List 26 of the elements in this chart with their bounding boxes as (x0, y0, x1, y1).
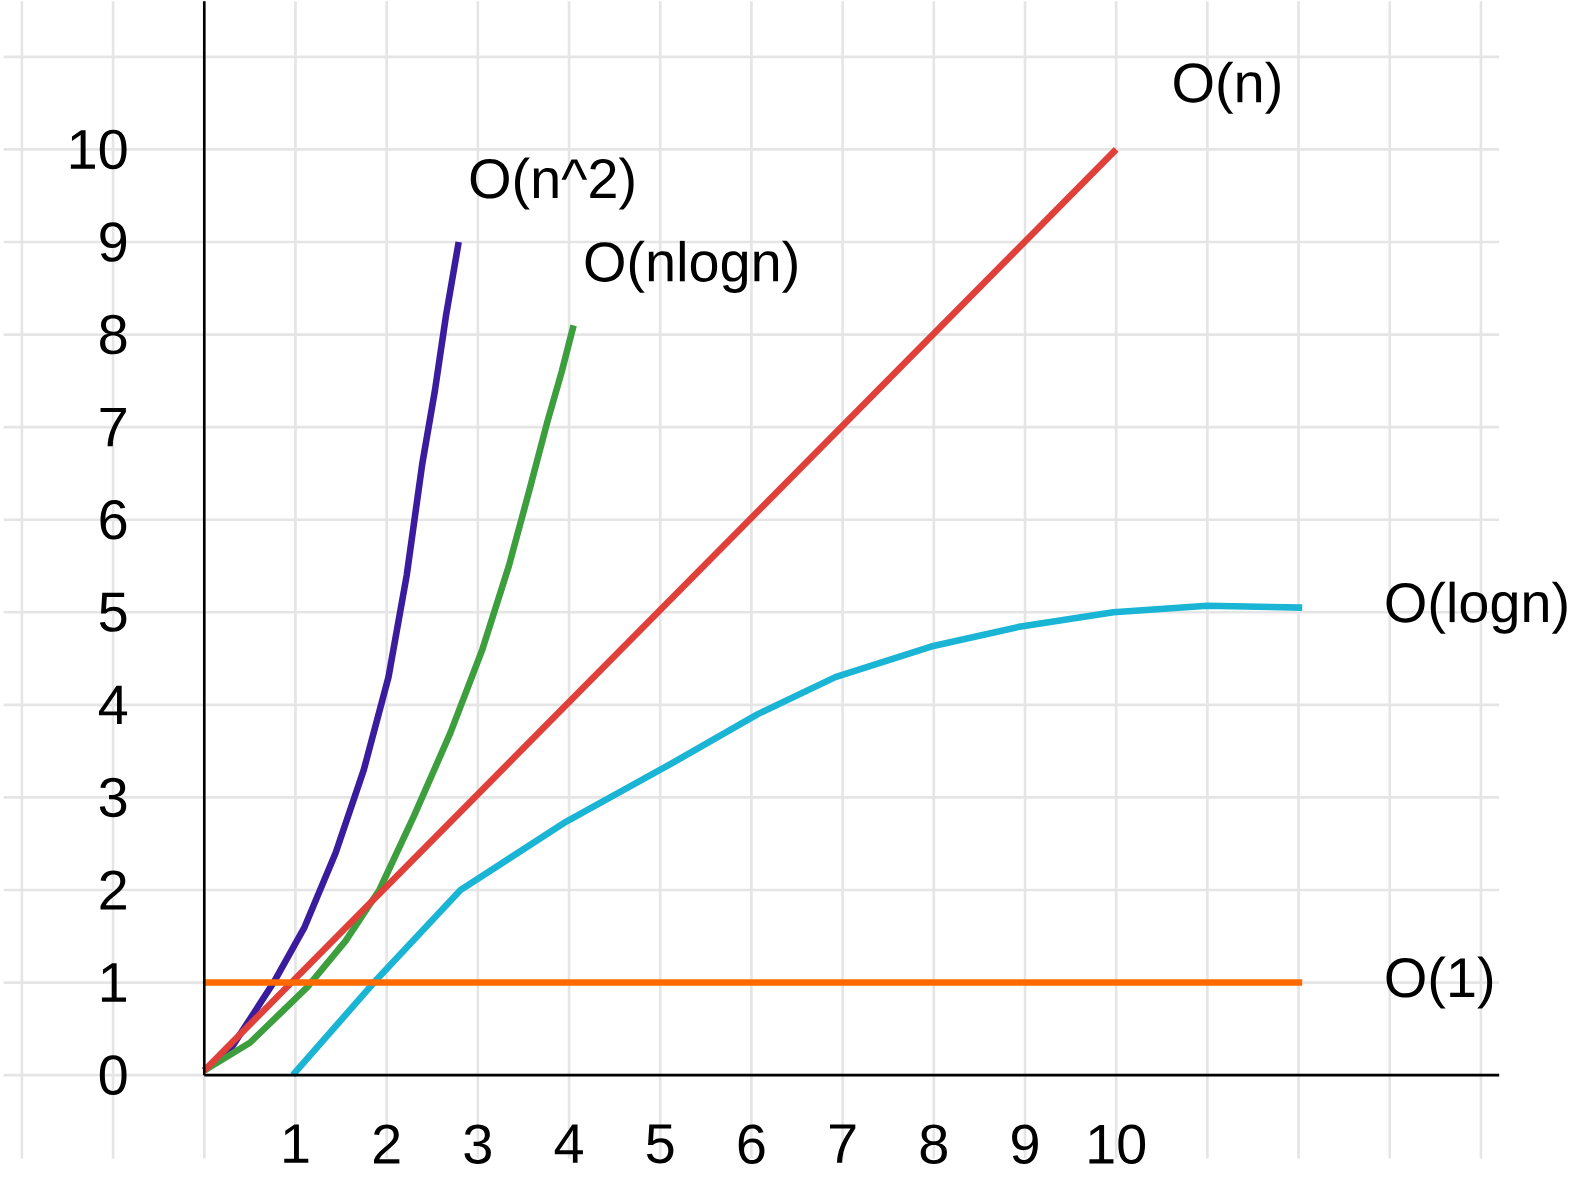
series-label: O(nlogn) (585, 240, 797, 293)
y-tick-label: 7 (100, 407, 126, 447)
x-tick-label: 3 (464, 1124, 491, 1165)
x-tick-label: 6 (738, 1124, 765, 1165)
y-tick-label: 1 (101, 963, 126, 1002)
y-tick-label: 2 (100, 870, 126, 910)
y-tick-label: 6 (100, 500, 127, 540)
y-tick-label: 9 (100, 222, 127, 262)
x-tick-label: 7 (829, 1124, 856, 1163)
y-tick-label: 0 (99, 1055, 127, 1095)
series-label: O(n^2) (470, 157, 634, 210)
x-tick-label: 8 (920, 1124, 947, 1165)
x-tick-label: 2 (373, 1124, 400, 1164)
y-tick-label: 8 (100, 314, 127, 355)
x-tick-label: 9 (1012, 1124, 1038, 1165)
x-tick-label: 1 (284, 1124, 309, 1163)
series-label: O(n) (1174, 61, 1280, 114)
series-label: O(logn) (1386, 581, 1567, 634)
x-tick-label: 10 (1089, 1124, 1146, 1165)
x-tick-label: 4 (554, 1124, 583, 1163)
y-tick-label: 5 (99, 592, 127, 632)
x-tick-label: 5 (646, 1124, 674, 1164)
series-label: O(1) (1386, 956, 1493, 1009)
y-tick-label: 10 (70, 129, 127, 170)
y-tick-label: 3 (99, 777, 127, 818)
y-tick-label: 4 (98, 685, 128, 725)
